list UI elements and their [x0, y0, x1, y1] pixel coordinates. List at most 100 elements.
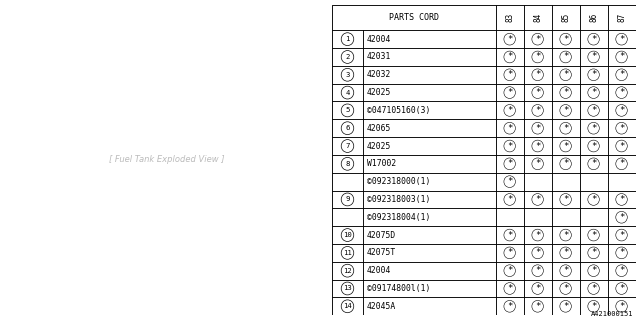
- Bar: [524, 226, 552, 244]
- Bar: [496, 155, 524, 173]
- Text: *: *: [563, 195, 568, 204]
- Text: 42004: 42004: [367, 35, 392, 44]
- Bar: [332, 297, 364, 315]
- Bar: [524, 262, 552, 280]
- Bar: [496, 173, 524, 190]
- Text: 6: 6: [346, 125, 349, 131]
- Text: 11: 11: [343, 250, 352, 256]
- Bar: [524, 48, 552, 66]
- Text: *: *: [591, 70, 596, 79]
- Bar: [580, 137, 607, 155]
- Text: *: *: [507, 106, 513, 115]
- Text: *: *: [591, 302, 596, 311]
- Bar: [496, 208, 524, 226]
- Text: 42031: 42031: [367, 52, 392, 61]
- Bar: [607, 66, 636, 84]
- Text: *: *: [591, 124, 596, 133]
- Bar: [524, 84, 552, 101]
- Bar: [332, 137, 364, 155]
- Bar: [364, 66, 496, 84]
- Text: *: *: [535, 88, 540, 97]
- Text: *: *: [535, 106, 540, 115]
- Bar: [580, 226, 607, 244]
- Text: *: *: [619, 302, 624, 311]
- Bar: [332, 173, 364, 190]
- Bar: [607, 137, 636, 155]
- Bar: [552, 137, 580, 155]
- Bar: [332, 66, 364, 84]
- Bar: [364, 244, 496, 262]
- Bar: [332, 101, 364, 119]
- Text: *: *: [591, 106, 596, 115]
- Bar: [524, 101, 552, 119]
- Text: *: *: [591, 266, 596, 275]
- Bar: [607, 84, 636, 101]
- Bar: [524, 297, 552, 315]
- Text: *: *: [619, 248, 624, 257]
- Bar: [496, 30, 524, 48]
- Text: *: *: [591, 230, 596, 240]
- Bar: [552, 101, 580, 119]
- Bar: [524, 173, 552, 190]
- Text: *: *: [591, 195, 596, 204]
- Bar: [332, 262, 364, 280]
- Bar: [607, 155, 636, 173]
- Text: 8: 8: [346, 161, 349, 167]
- Bar: [496, 280, 524, 297]
- Text: ©047105160(3): ©047105160(3): [367, 106, 431, 115]
- Bar: [552, 297, 580, 315]
- Text: PARTS CORD: PARTS CORD: [388, 13, 438, 22]
- Text: *: *: [535, 302, 540, 311]
- Text: *: *: [563, 88, 568, 97]
- Bar: [607, 244, 636, 262]
- Text: *: *: [507, 230, 513, 240]
- Text: *: *: [507, 284, 513, 293]
- Bar: [580, 173, 607, 190]
- Bar: [607, 101, 636, 119]
- Text: ©092318000(1): ©092318000(1): [367, 177, 431, 186]
- Text: *: *: [507, 88, 513, 97]
- Bar: [496, 84, 524, 101]
- Text: 42025: 42025: [367, 141, 392, 150]
- Text: 14: 14: [343, 303, 352, 309]
- Bar: [607, 226, 636, 244]
- Bar: [552, 119, 580, 137]
- Text: *: *: [619, 52, 624, 61]
- Bar: [607, 280, 636, 297]
- Bar: [580, 101, 607, 119]
- Text: *: *: [535, 284, 540, 293]
- Text: 83: 83: [505, 13, 514, 22]
- Text: *: *: [619, 141, 624, 150]
- Bar: [524, 119, 552, 137]
- Text: *: *: [563, 70, 568, 79]
- Text: 7: 7: [346, 143, 349, 149]
- Text: *: *: [563, 302, 568, 311]
- Text: 42065: 42065: [367, 124, 392, 133]
- Bar: [607, 297, 636, 315]
- Bar: [607, 173, 636, 190]
- Text: *: *: [507, 70, 513, 79]
- Bar: [552, 262, 580, 280]
- Bar: [364, 208, 496, 226]
- Text: *: *: [563, 106, 568, 115]
- Bar: [332, 5, 496, 30]
- Bar: [580, 5, 607, 30]
- Bar: [496, 137, 524, 155]
- Bar: [332, 30, 364, 48]
- Text: 10: 10: [343, 232, 352, 238]
- Text: *: *: [563, 230, 568, 240]
- Bar: [496, 119, 524, 137]
- Text: W17002: W17002: [367, 159, 396, 168]
- Text: 2: 2: [346, 54, 349, 60]
- Text: *: *: [507, 52, 513, 61]
- Text: 42045A: 42045A: [367, 302, 396, 311]
- Bar: [364, 226, 496, 244]
- Bar: [580, 84, 607, 101]
- Bar: [607, 30, 636, 48]
- Bar: [364, 297, 496, 315]
- Bar: [607, 48, 636, 66]
- Text: 3: 3: [346, 72, 349, 78]
- Text: 1: 1: [346, 36, 349, 42]
- Text: *: *: [619, 35, 624, 44]
- Bar: [332, 119, 364, 137]
